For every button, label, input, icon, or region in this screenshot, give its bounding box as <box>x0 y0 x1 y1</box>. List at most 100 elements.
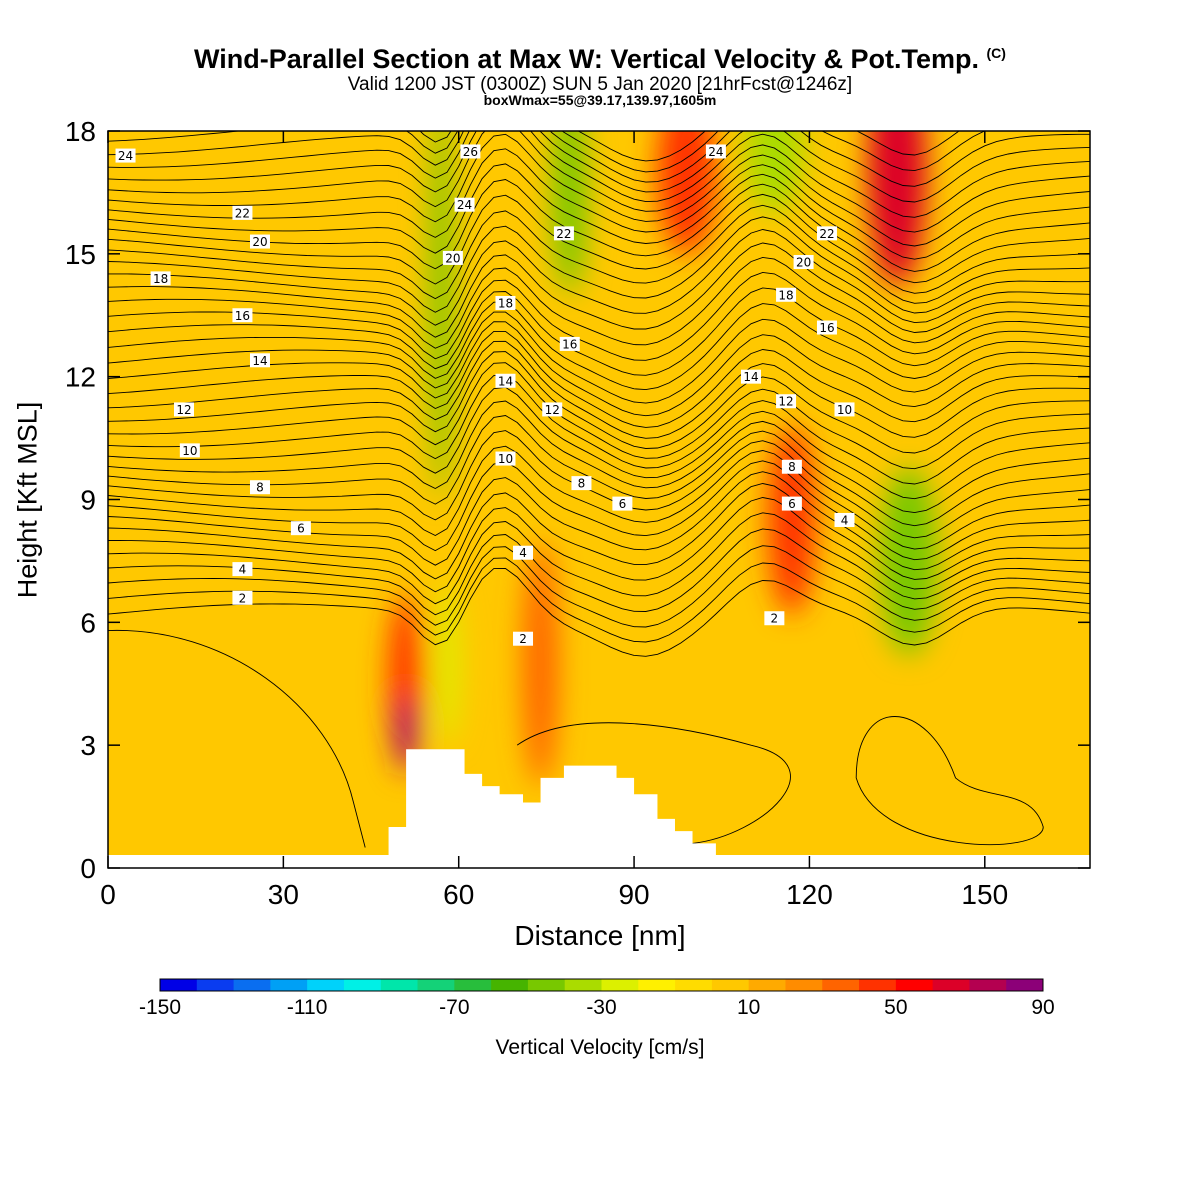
svg-text:6: 6 <box>619 497 627 511</box>
contour-label: 2 <box>513 631 534 646</box>
colorbar-tick-label: -70 <box>439 996 469 1019</box>
colorbar-swatch <box>675 979 713 991</box>
contour-label: 4 <box>232 562 253 577</box>
theta-contour <box>108 148 1090 260</box>
svg-text:12: 12 <box>778 395 793 409</box>
svg-text:4: 4 <box>519 546 527 560</box>
contour-label: 20 <box>249 234 270 249</box>
svg-text:20: 20 <box>445 251 460 265</box>
theta-contour <box>108 483 1090 580</box>
svg-text:16: 16 <box>562 337 577 351</box>
velocity-cell <box>435 581 459 746</box>
colorbar-swatch <box>196 979 235 991</box>
colorbar-swatch <box>932 979 970 991</box>
x-tick-label: 150 <box>961 879 1008 910</box>
contour-label: 2 <box>232 590 253 605</box>
y-tick-label: 0 <box>80 853 96 884</box>
svg-text:14: 14 <box>252 354 267 368</box>
theta-contour <box>108 311 1090 404</box>
svg-text:2: 2 <box>519 632 527 646</box>
theta-contour <box>108 193 1090 294</box>
svg-text:18: 18 <box>498 296 513 310</box>
contour-label: 12 <box>776 394 797 409</box>
contour-label: 18 <box>776 287 797 302</box>
svg-text:26: 26 <box>463 145 478 159</box>
y-tick-label: 9 <box>80 485 96 516</box>
theta-contour <box>108 471 1090 571</box>
velocity-cell <box>523 540 559 787</box>
theta-contour <box>516 722 791 844</box>
svg-text:8: 8 <box>256 481 264 495</box>
theta-contour <box>108 229 1090 326</box>
colorbar-tick-label: 10 <box>737 996 760 1019</box>
colorbar-tick-label: -30 <box>586 996 616 1019</box>
svg-text:16: 16 <box>819 321 834 335</box>
contour-label: 16 <box>559 336 580 351</box>
theta-contour <box>855 716 1044 845</box>
colorbar-tick-label: -150 <box>139 996 181 1019</box>
theta-contour <box>108 131 1090 233</box>
colorbar-swatch <box>711 979 750 991</box>
contour-label: 8 <box>249 480 270 495</box>
theta-contour <box>108 204 1090 304</box>
copyright-mark: (C) <box>986 45 1006 61</box>
colorbar-tick-label: 50 <box>884 996 907 1019</box>
theta-contour <box>108 445 1090 550</box>
svg-text:10: 10 <box>182 444 197 458</box>
velocity-cell <box>657 131 716 254</box>
colorbar-swatch <box>233 979 271 991</box>
theta-contour <box>108 497 1090 593</box>
colorbar-swatch <box>417 979 455 991</box>
theta-contour <box>108 256 1090 349</box>
svg-text:2: 2 <box>239 591 247 605</box>
svg-text:10: 10 <box>498 452 513 466</box>
colorbar-swatch <box>748 979 786 991</box>
contour-label: 10 <box>495 451 516 466</box>
contour-label: 14 <box>495 373 516 388</box>
colorbar-swatch <box>859 979 897 991</box>
theta-contour <box>108 630 366 848</box>
contour-label: 18 <box>150 271 171 286</box>
colorbar-swatch <box>969 979 1007 991</box>
svg-text:24: 24 <box>457 198 472 212</box>
svg-text:14: 14 <box>743 370 758 384</box>
colorbar-swatch <box>491 979 529 991</box>
contour-label: 24 <box>705 144 726 159</box>
theta-contour <box>108 528 1090 616</box>
svg-text:20: 20 <box>796 256 811 270</box>
theta-contour <box>108 131 986 173</box>
velocity-cell <box>745 131 804 213</box>
theta-contour <box>419 131 960 162</box>
x-tick-label: 30 <box>268 879 299 910</box>
svg-text:20: 20 <box>252 235 267 249</box>
theta-contour <box>108 271 1090 361</box>
terrain-mask <box>388 749 716 855</box>
colorbar-swatch <box>307 979 345 991</box>
contour-label: 14 <box>249 353 270 368</box>
colorbar-swatch <box>343 979 382 991</box>
colorbar-swatch <box>527 979 566 991</box>
chart-title: Wind-Parallel Section at Max W: Vertical… <box>194 44 1006 74</box>
svg-text:22: 22 <box>556 227 571 241</box>
theta-contour <box>108 287 1090 376</box>
valid-time-line: Valid 1200 JST (0300Z) SUN 5 Jan 2020 [2… <box>347 74 853 95</box>
contour-label: 4 <box>513 545 534 560</box>
y-tick-label: 3 <box>80 730 96 761</box>
colorbar-swatch <box>1006 979 1044 991</box>
svg-text:8: 8 <box>788 460 796 474</box>
svg-text:22: 22 <box>235 206 250 220</box>
theta-contour <box>108 512 1090 605</box>
colorbar-tick-label: 90 <box>1031 996 1054 1019</box>
contour-label: 8 <box>781 459 802 474</box>
theta-contour <box>108 163 1090 272</box>
svg-text:6: 6 <box>788 497 796 511</box>
y-tick-label: 18 <box>65 116 96 147</box>
contour-label: 2 <box>764 611 785 626</box>
svg-text:24: 24 <box>708 145 723 159</box>
y-tick-label: 12 <box>65 362 96 393</box>
colorbar-frame <box>159 978 1044 992</box>
theta-contour <box>108 242 1090 338</box>
contour-label: 6 <box>781 496 802 511</box>
svg-text:18: 18 <box>778 288 793 302</box>
